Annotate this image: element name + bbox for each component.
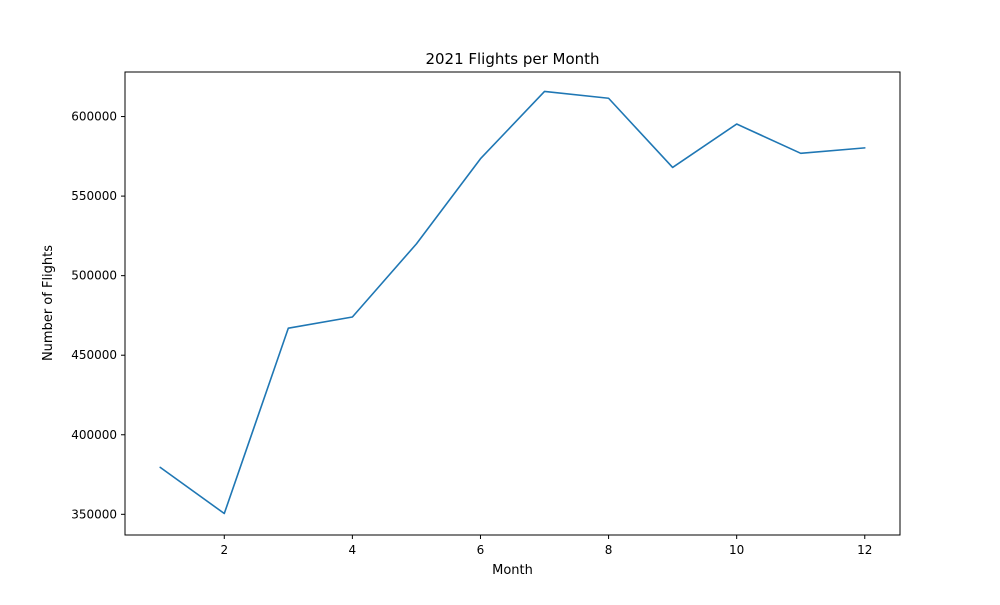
data-point	[416, 243, 418, 245]
x-tick-label: 12	[857, 543, 872, 557]
y-axis-label: Number of Flights	[41, 245, 56, 361]
data-point	[223, 513, 225, 515]
x-axis-label: Month	[492, 563, 533, 578]
data-point	[288, 327, 290, 329]
data-point	[480, 158, 482, 160]
data-point	[352, 316, 354, 318]
series-line	[159, 90, 866, 515]
y-tick-label: 500000	[71, 269, 117, 283]
data-point	[159, 467, 161, 469]
x-tick-label: 6	[477, 543, 485, 557]
data-point	[800, 153, 802, 155]
x-tick-label: 10	[729, 543, 744, 557]
plot-frame	[124, 71, 901, 536]
data-point	[608, 97, 610, 99]
x-tick-label: 4	[349, 543, 357, 557]
plot-area: 2 4 6 8 10 12 350000 400000 450000 500000 550000 60…	[71, 90, 872, 557]
x-tick-label: 8	[605, 543, 613, 557]
chart-title: 2021 Flights per Month	[425, 50, 599, 68]
y-tick-label: 400000	[71, 428, 117, 442]
y-tick-label: 350000	[71, 507, 117, 521]
data-point	[736, 123, 738, 125]
y-tick-label: 450000	[71, 348, 117, 362]
data-point	[672, 167, 674, 169]
y-tick-label: 600000	[71, 110, 117, 124]
data-point	[544, 91, 546, 93]
x-tick-label: 2	[220, 543, 228, 557]
y-tick-label: 550000	[71, 189, 117, 203]
data-point	[864, 147, 866, 149]
